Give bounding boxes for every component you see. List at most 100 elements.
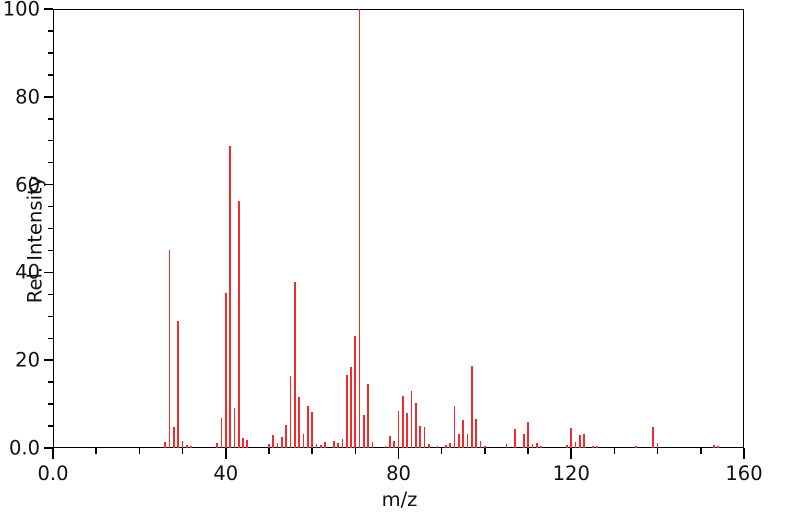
spectrum-peak [574, 442, 577, 448]
y-tick-minor [48, 293, 53, 296]
x-tick-major [52, 448, 54, 459]
y-tick-major [44, 447, 53, 449]
x-tick-major [397, 448, 400, 459]
y-axis-title: Rel. Intensity [23, 175, 47, 304]
x-axis-title: m/z [381, 488, 418, 511]
spectrum-peak [484, 445, 486, 448]
spectrum-peak [479, 440, 482, 448]
y-tick-label: 0.0 [8, 436, 40, 460]
spectrum-peak [186, 445, 188, 448]
y-tick-label: 100 [2, 0, 40, 21]
x-tick-major [224, 448, 227, 459]
y-tick-minor [48, 118, 53, 120]
spectrum-peak [384, 446, 387, 448]
y-tick-minor [48, 425, 53, 427]
spectrum-peak [332, 440, 335, 448]
x-tick-major [743, 448, 745, 459]
spectrum-peak [173, 426, 175, 448]
spectrum-peak [596, 446, 598, 448]
y-tick-major [44, 183, 53, 186]
spectrum-peak [319, 445, 322, 448]
spectrum-peak [337, 442, 339, 448]
y-tick-minor [48, 74, 53, 76]
spectrum-peak [466, 434, 469, 448]
y-tick-minor [48, 52, 53, 54]
x-tick-minor [656, 448, 659, 454]
spectrum-peak [652, 426, 655, 448]
spectrum-peak [298, 396, 300, 448]
y-axis: 0.0 20 40 60 80 100 [0, 0, 53, 458]
spectrum-peak [397, 411, 400, 448]
x-tick-minor [700, 448, 702, 454]
spectrum-peak [406, 413, 408, 448]
spectrum-peak [246, 439, 249, 448]
x-tick-minor [268, 448, 270, 454]
spectrum-peak [345, 374, 348, 448]
spectrum-peak [717, 445, 719, 448]
spectrum-peak [449, 442, 452, 448]
x-tick-label: 40 [213, 462, 239, 485]
spectrum-peak [315, 444, 318, 448]
y-tick-label: 20 [15, 348, 40, 372]
spectrum-peak [367, 384, 370, 448]
y-tick-major [44, 271, 53, 274]
y-tick-minor [48, 337, 53, 339]
spectrum-peak [216, 443, 218, 448]
y-tick-minor [48, 315, 53, 318]
x-tick-minor [484, 448, 486, 454]
spectrum-peak [423, 427, 426, 448]
spectrum-peak [302, 433, 305, 448]
spectrum-peak [164, 441, 167, 448]
spectrum-peak [229, 146, 231, 448]
spectrum-peak [505, 443, 508, 448]
spectrum-peak [190, 446, 193, 448]
spectrum-peak [306, 405, 309, 448]
x-tick-minor [181, 448, 184, 454]
spectrum-peak [289, 376, 292, 448]
spectrum-peak [445, 444, 447, 448]
spectrum-peak [237, 200, 240, 448]
y-tick-label: 40 [15, 260, 40, 284]
spectrum-peak [389, 436, 391, 448]
x-tick-minor [440, 448, 443, 454]
spectrum-peak [535, 443, 538, 448]
spectrum-peak [294, 282, 296, 448]
x-tick-label: 120 [552, 462, 590, 485]
spectrum-peak [475, 419, 478, 448]
spectrum-peak [401, 396, 404, 448]
spectrum-peak [427, 443, 430, 448]
spectrum-peak [393, 440, 396, 448]
spectrum-peak [168, 250, 171, 448]
spectrum-peak [436, 445, 439, 448]
x-tick-minor [95, 448, 97, 454]
spectrum-peak [363, 415, 365, 448]
y-tick-minor [48, 227, 53, 230]
x-tick-label: 0.0 [37, 462, 69, 485]
x-tick-minor [354, 448, 357, 454]
y-tick-major [44, 96, 53, 98]
spectrum-peak [242, 437, 244, 448]
spectrum-peak [358, 9, 361, 448]
x-tick-minor [311, 448, 313, 454]
spectrum-peak [540, 446, 542, 448]
spectrum-peak [656, 443, 659, 448]
spectrum-peak [579, 434, 581, 448]
y-tick-minor [48, 30, 53, 32]
spectrum-peak [591, 445, 594, 448]
y-tick-minor [48, 139, 53, 142]
spectrum-peak [224, 292, 227, 448]
spectrum-peak [583, 434, 586, 448]
spectrum-peak [566, 445, 568, 448]
spectrum-peak [177, 320, 180, 448]
spectrum-peak [220, 418, 223, 448]
spectrum-peak [531, 443, 534, 448]
y-tick-label: 80 [15, 85, 40, 109]
spectrum-peak [522, 433, 525, 448]
spectrum-peak [458, 433, 460, 448]
spectrum-peak [410, 391, 413, 448]
spectrum-peak [414, 403, 417, 448]
spectrum-peak [354, 335, 357, 448]
spectrum-peak [181, 441, 184, 448]
spectrum-peak [570, 427, 573, 448]
spectrum-peak [324, 442, 326, 448]
